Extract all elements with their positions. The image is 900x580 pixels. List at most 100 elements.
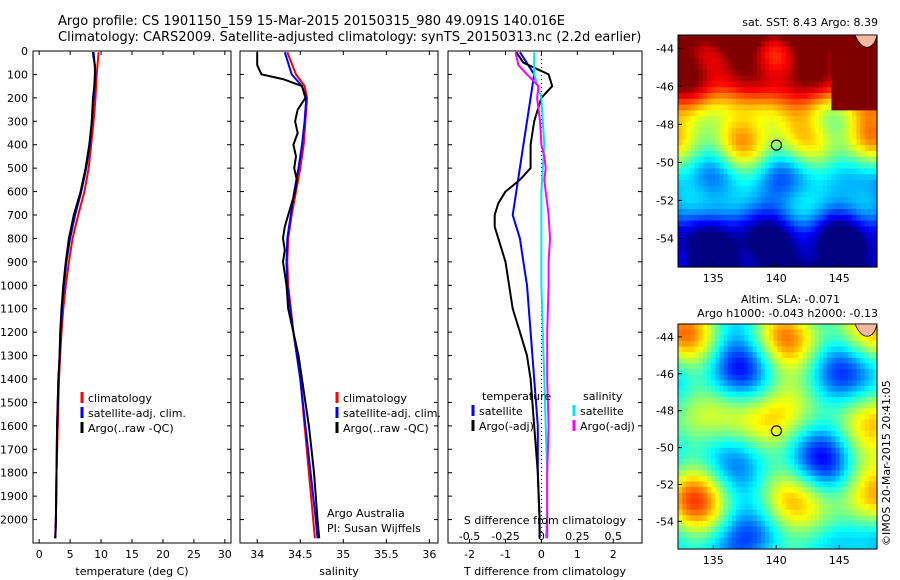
sla-map-cell <box>827 515 832 522</box>
sst-map-cell <box>852 58 857 65</box>
sla-map-cell <box>711 442 716 449</box>
sla-map-cell <box>852 464 857 471</box>
sst-map-cell <box>752 191 758 198</box>
sst-map-cell <box>868 168 874 175</box>
sla-map-cell <box>823 329 828 336</box>
sla-map-cell <box>789 442 795 449</box>
sla-map-cell <box>752 346 758 353</box>
sla-map-cell <box>872 430 878 438</box>
sst-map-cell <box>682 98 687 106</box>
sst-map-cell <box>727 87 733 94</box>
sst-map-cell <box>827 162 832 169</box>
sla-map-cell <box>814 487 820 494</box>
sla-map-cell <box>731 340 737 348</box>
sla-map-cell <box>736 419 741 426</box>
sst-map-cell <box>686 87 691 94</box>
sla-map-cell <box>872 402 878 409</box>
sst-map-cell <box>760 69 766 77</box>
sst-map-cell <box>744 151 749 158</box>
sst-map-cell <box>802 180 808 187</box>
sla-map-cell <box>756 464 762 471</box>
sla-map-cell <box>773 532 779 539</box>
sla-map-cell <box>702 340 708 348</box>
sst-map-cell <box>744 87 749 94</box>
sla-map-cell <box>736 532 741 539</box>
sst-map-cell <box>777 52 783 59</box>
sst-map-cell <box>789 46 795 53</box>
sst-map-cell <box>864 64 870 71</box>
sla-map-cell <box>769 504 774 511</box>
sst-map-cell <box>864 145 870 152</box>
sla-map-cell <box>860 414 866 421</box>
sla-map-cell <box>740 357 745 364</box>
sst-map-cell <box>686 203 691 210</box>
sst-map-cell <box>748 52 754 59</box>
sla-map-cell <box>769 430 774 438</box>
sst-map-cell <box>756 122 762 129</box>
sst-map-cell <box>744 197 749 204</box>
sst-map-cell <box>872 46 878 53</box>
sst-map-cell <box>831 180 837 187</box>
sst-map-cell <box>748 191 754 198</box>
sst-map-cell <box>806 168 812 175</box>
sla-map-cell <box>723 453 729 460</box>
sst-map-cell <box>827 81 832 88</box>
sst-map-cell <box>777 104 783 111</box>
sst-map-cell <box>702 98 708 106</box>
sst-map-cell <box>723 203 729 210</box>
sla-map-cell <box>694 352 700 359</box>
sla-map-cell <box>794 464 799 471</box>
sst-map-cell <box>698 58 704 65</box>
sla-map-cell <box>723 346 729 353</box>
sla-map-cell <box>690 537 696 544</box>
sla-map-cell <box>839 520 845 528</box>
sla-map-cell <box>727 419 733 426</box>
sla-map-cell <box>827 481 832 488</box>
sst-map-cell <box>719 197 725 204</box>
sst-map-cell <box>760 191 766 198</box>
sst-map-cell <box>727 145 733 152</box>
sst-map-cell <box>707 127 712 135</box>
sst-map-cell <box>806 122 812 129</box>
sla-map-cell <box>686 340 691 348</box>
sst-map-cell <box>711 104 716 111</box>
sst-map-cell <box>719 110 725 117</box>
sst-map-cell <box>827 139 832 146</box>
sla-map-cell <box>678 442 683 449</box>
sla-map-cell <box>773 391 779 398</box>
sla-map-cell <box>702 408 708 415</box>
sst-map-ytick-label: -50 <box>656 156 674 169</box>
sst-map-cell <box>723 69 729 77</box>
sla-map-cell <box>810 391 816 398</box>
sla-map-cell <box>694 526 700 533</box>
sla-map-cell <box>702 464 708 471</box>
sst-map-cell <box>794 180 799 187</box>
sst-map-cell <box>736 238 741 245</box>
sla-map-cell <box>852 402 857 409</box>
sst-map-cell <box>702 261 708 268</box>
sla-map-cell <box>839 464 845 471</box>
sla-map-cell <box>835 402 841 409</box>
sst-map-cell <box>789 156 795 164</box>
sst-map-cell <box>756 220 762 227</box>
sla-map-cell <box>731 324 737 331</box>
sla-map-cell <box>806 419 812 426</box>
sla-map-cell <box>835 340 841 348</box>
sst-map-cell <box>827 243 832 251</box>
sst-map-cell <box>760 127 766 135</box>
sst-map-ytick-label: -44 <box>656 42 674 55</box>
sst-map-cell <box>872 255 878 262</box>
sst-map-cell <box>864 226 870 233</box>
sla-map-cell <box>765 498 770 505</box>
sla-map-cell <box>864 374 870 381</box>
sst-map-cell <box>690 81 696 88</box>
sla-map-cell <box>781 357 787 364</box>
sst-map-cell <box>802 35 808 42</box>
sst-map-cell <box>868 75 874 82</box>
sst-map-cell <box>686 69 691 77</box>
sst-map-cell <box>872 203 878 210</box>
sla-map-cell <box>789 419 795 426</box>
sla-map-cell <box>856 509 861 516</box>
sst-map-cell <box>769 75 774 82</box>
sst-map-cell <box>731 81 737 88</box>
